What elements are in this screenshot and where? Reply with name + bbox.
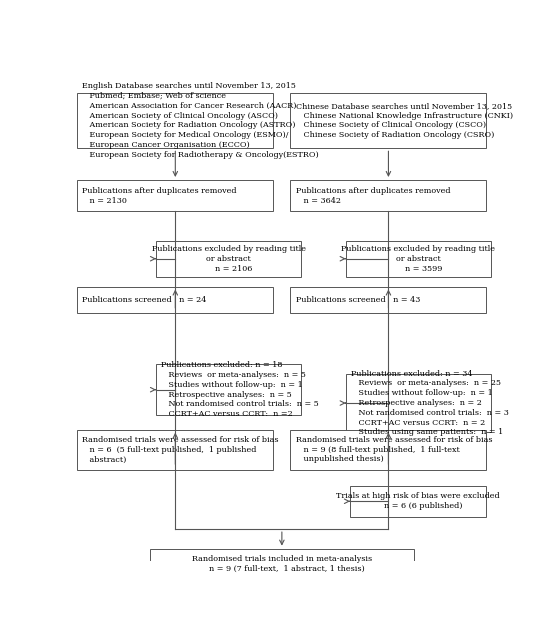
- Text: Publications excluded by reading title
or abstract
    n = 2106: Publications excluded by reading title o…: [152, 245, 306, 273]
- FancyBboxPatch shape: [77, 430, 273, 469]
- FancyBboxPatch shape: [156, 364, 301, 415]
- Text: Randomised trials included in meta-analysis
    n = 9 (7 full-text,  1 abstract,: Randomised trials included in meta-analy…: [192, 556, 372, 573]
- Text: Publications excluded: n = 34
   Reviews  or meta-analyses:  n = 25
   Studies w: Publications excluded: n = 34 Reviews or…: [351, 370, 509, 437]
- FancyBboxPatch shape: [346, 374, 491, 432]
- FancyBboxPatch shape: [290, 287, 486, 313]
- FancyBboxPatch shape: [77, 93, 273, 149]
- Text: Publications screened   n = 24: Publications screened n = 24: [82, 296, 207, 304]
- FancyBboxPatch shape: [350, 486, 486, 517]
- Text: Publications after duplicates removed
   n = 3642: Publications after duplicates removed n …: [295, 186, 450, 205]
- FancyBboxPatch shape: [150, 549, 414, 580]
- FancyBboxPatch shape: [346, 241, 491, 277]
- Text: Publications excluded: n = 18
   Reviews  or meta-analyses:  n = 5
   Studies wi: Publications excluded: n = 18 Reviews or…: [161, 361, 319, 418]
- Text: Publications after duplicates removed
   n = 2130: Publications after duplicates removed n …: [82, 186, 237, 205]
- FancyBboxPatch shape: [156, 241, 301, 277]
- FancyBboxPatch shape: [290, 430, 486, 469]
- Text: Publications excluded by reading title
or abstract
    n = 3599: Publications excluded by reading title o…: [341, 245, 495, 273]
- Text: Publications screened   n = 43: Publications screened n = 43: [295, 296, 420, 304]
- Text: Chinese Database searches until November 13, 2015
   Chinese National Knowledge : Chinese Database searches until November…: [295, 102, 513, 139]
- Text: English Database searches until November 13, 2015
   Pubmed; Embase; Web of scie: English Database searches until November…: [82, 82, 319, 159]
- Text: Randomised trials were assessed for risk of bias
   n = 9 (8 full-text published: Randomised trials were assessed for risk…: [295, 436, 492, 464]
- FancyBboxPatch shape: [77, 180, 273, 212]
- FancyBboxPatch shape: [290, 180, 486, 212]
- Text: Trials at high risk of bias were excluded
    n = 6 (6 published): Trials at high risk of bias were exclude…: [337, 493, 500, 510]
- FancyBboxPatch shape: [290, 93, 486, 149]
- Text: Randomised trials were assessed for risk of bias
   n = 6  (5 full-text publishe: Randomised trials were assessed for risk…: [82, 436, 279, 464]
- FancyBboxPatch shape: [77, 287, 273, 313]
